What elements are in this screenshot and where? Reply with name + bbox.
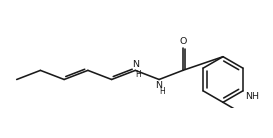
Text: N: N: [156, 81, 163, 90]
Text: N: N: [132, 60, 139, 69]
Text: H: H: [159, 87, 165, 96]
Text: H: H: [136, 70, 141, 79]
Text: NH: NH: [245, 92, 259, 101]
Text: O: O: [179, 37, 186, 46]
